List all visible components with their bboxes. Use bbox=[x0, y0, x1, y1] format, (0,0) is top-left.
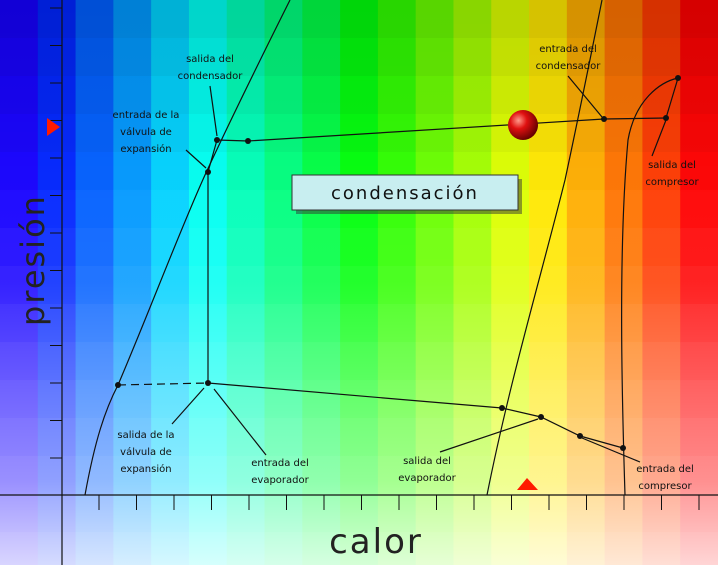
point-label: válvula de bbox=[120, 446, 172, 458]
state-text: condensación bbox=[331, 183, 479, 204]
point-label: compresor bbox=[638, 481, 692, 492]
point-label: entrada de la bbox=[113, 110, 180, 121]
diagram: condensación presión calor salida del con… bbox=[0, 0, 718, 565]
fade bbox=[0, 0, 718, 565]
point-label: evaporador bbox=[398, 473, 456, 484]
point-label: compresor bbox=[645, 177, 699, 188]
point-label: entrada del bbox=[539, 44, 597, 55]
point-label: condensador bbox=[536, 61, 602, 72]
point-label: expansión bbox=[120, 463, 171, 475]
point-label: evaporador bbox=[251, 475, 309, 486]
point-label: entrada del bbox=[636, 464, 694, 475]
point-label: salida del bbox=[648, 160, 696, 171]
x-axis-label: calor bbox=[329, 522, 423, 562]
point-label: entrada del bbox=[251, 458, 309, 469]
point-label: válvula de bbox=[120, 126, 172, 138]
y-axis-label: presión bbox=[14, 194, 52, 326]
point-label: salida de la bbox=[117, 430, 174, 441]
point-label: expansión bbox=[120, 143, 171, 155]
refrigerant-ball bbox=[508, 110, 538, 140]
point-label: condensador bbox=[178, 71, 244, 82]
point-label: salida del bbox=[186, 54, 234, 65]
point-label: salida del bbox=[403, 456, 451, 467]
